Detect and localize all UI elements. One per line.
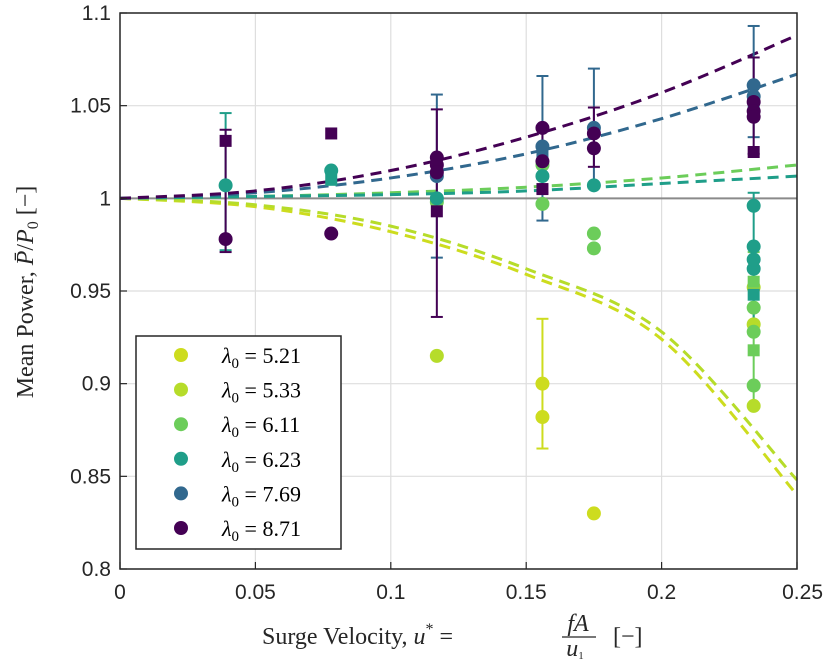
- circle-marker: [586, 141, 601, 156]
- trend-curve: [119, 196, 799, 482]
- square-marker: [747, 344, 760, 357]
- y-tick-label: 1.1: [82, 2, 111, 25]
- trend-curve: [119, 163, 798, 200]
- trend-curve: [119, 33, 798, 200]
- circle-marker: [746, 398, 761, 413]
- x-axis-label-fraction-num: fA: [567, 611, 589, 637]
- legend-label: λ0 = 5.21: [221, 343, 301, 372]
- circle-marker: [535, 169, 550, 184]
- x-tick-label: 0.1: [376, 581, 405, 604]
- y-axis-label: Mean Power, P̄/P0 [−]: [13, 186, 42, 399]
- y-tick-label: 1: [99, 187, 111, 210]
- square-marker: [747, 288, 760, 301]
- x-tick-label: 0.05: [235, 581, 276, 604]
- legend-label: λ0 = 6.23: [221, 447, 301, 476]
- x-axis-label-unit: [−]: [613, 624, 643, 650]
- circle-marker: [746, 324, 761, 339]
- trend-curve: [119, 196, 799, 496]
- x-tick-label: 0: [114, 581, 126, 604]
- x-tick-label: 0.15: [506, 581, 547, 604]
- circle-marker: [218, 232, 233, 247]
- circle-marker: [535, 154, 550, 169]
- circle-marker: [746, 239, 761, 254]
- circle-marker: [324, 163, 339, 178]
- axis-ticks: 0 0.05 0.1 0.15 0.2 0.25 0.8 0.85 0.9 0.95 1 1.05 1.…: [70, 2, 823, 604]
- legend-label: λ0 = 7.69: [221, 481, 301, 510]
- legend-box: [135, 335, 342, 550]
- circle-marker: [586, 506, 601, 521]
- legend-marker: [174, 486, 188, 501]
- y-tick-label: 1.05: [70, 95, 111, 118]
- circle-marker: [324, 226, 339, 241]
- circle-marker: [535, 196, 550, 211]
- y-tick-label: 0.85: [70, 465, 111, 488]
- legend-label: λ0 = 5.33: [221, 378, 301, 407]
- square-marker: [325, 127, 338, 140]
- circle-marker: [746, 78, 761, 93]
- circle-marker: [535, 139, 550, 154]
- circle-marker: [586, 226, 601, 241]
- circle-marker: [429, 165, 444, 180]
- circle-marker: [746, 198, 761, 213]
- circle-marker: [586, 178, 601, 193]
- x-tick-label: 0.25: [782, 581, 823, 604]
- legend-marker: [174, 382, 188, 397]
- circle-marker: [429, 191, 444, 206]
- circle-marker: [746, 300, 761, 315]
- legend: λ0 = 5.21 λ0 = 5.33 λ0 = 6.11 λ0 = 6.23 λ0 =…: [135, 335, 342, 550]
- legend-label: λ0 = 8.71: [221, 516, 301, 545]
- circle-marker: [746, 252, 761, 267]
- legend-marker: [174, 521, 188, 535]
- circle-marker: [535, 410, 550, 425]
- trend-curves: [119, 33, 799, 496]
- circle-marker: [586, 126, 601, 141]
- trend-curve: [119, 72, 798, 200]
- square-marker: [536, 183, 549, 196]
- legend-marker: [174, 417, 188, 432]
- circle-marker: [429, 348, 444, 363]
- x-axis-label-fraction-den: u1: [566, 636, 584, 662]
- circle-marker: [746, 378, 761, 393]
- x-tick-label: 0.2: [647, 581, 676, 604]
- y-tick-label: 0.8: [82, 558, 111, 581]
- circle-marker: [746, 109, 761, 124]
- circle-marker: [586, 241, 601, 256]
- x-axis-label: Surge Velocity, u* =: [262, 621, 453, 650]
- y-tick-label: 0.9: [82, 373, 111, 396]
- circle-marker: [218, 178, 233, 193]
- legend-marker: [174, 348, 188, 362]
- square-marker: [219, 134, 232, 147]
- square-marker: [747, 146, 760, 158]
- square-marker: [430, 205, 443, 218]
- square-marker: [747, 275, 760, 288]
- legend-label: λ0 = 6.11: [221, 412, 300, 441]
- legend-marker: [174, 451, 188, 466]
- data-points: [218, 78, 761, 521]
- circle-marker: [535, 376, 550, 391]
- circle-marker: [535, 120, 550, 135]
- y-tick-label: 0.95: [70, 280, 111, 303]
